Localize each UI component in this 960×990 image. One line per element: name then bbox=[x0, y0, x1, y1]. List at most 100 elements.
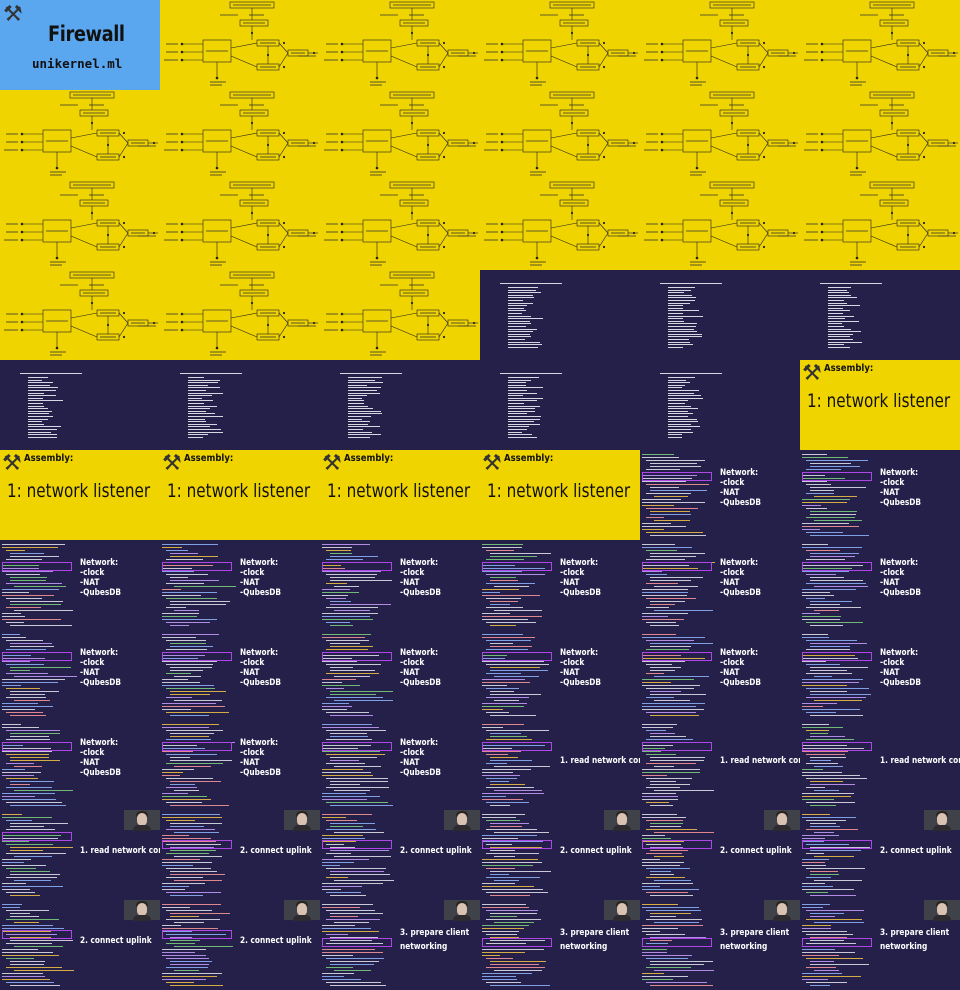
slide-caption: Network: bbox=[80, 648, 119, 658]
code-line bbox=[162, 685, 214, 686]
code-line bbox=[490, 646, 532, 647]
code-line bbox=[6, 754, 49, 755]
slide-caption: -NAT bbox=[240, 668, 260, 678]
code-line bbox=[494, 880, 519, 881]
code-line bbox=[802, 886, 833, 887]
code-line bbox=[322, 589, 350, 590]
code-line bbox=[166, 802, 202, 803]
code-line bbox=[810, 511, 857, 512]
terminal-output-line bbox=[508, 300, 523, 301]
code-line bbox=[326, 868, 386, 869]
code-highlight-box bbox=[2, 562, 72, 571]
code-line bbox=[650, 580, 691, 581]
code-line bbox=[330, 760, 359, 761]
code-line bbox=[486, 802, 529, 803]
code-line bbox=[802, 613, 820, 614]
code-line bbox=[486, 844, 512, 845]
code-line bbox=[642, 772, 700, 773]
code-line bbox=[650, 535, 706, 536]
code-line bbox=[650, 643, 713, 644]
diagram-slide bbox=[320, 180, 480, 270]
code-line bbox=[6, 688, 40, 689]
code-line bbox=[10, 646, 54, 647]
slide-caption: -NAT bbox=[80, 668, 100, 678]
code-slide: Network: -clock -NAT -QubesDB bbox=[160, 630, 320, 720]
slide-caption: -NAT bbox=[80, 758, 100, 768]
terminal-slide bbox=[800, 270, 960, 360]
terminal-output-line bbox=[28, 429, 57, 430]
code-line bbox=[326, 688, 344, 689]
code-line bbox=[806, 958, 863, 959]
code-highlight-box bbox=[322, 562, 392, 571]
code-line bbox=[10, 643, 52, 644]
terminal-slide bbox=[160, 360, 320, 450]
code-line bbox=[14, 856, 52, 857]
code-line bbox=[490, 916, 517, 917]
diagram-box bbox=[239, 19, 269, 27]
code-line bbox=[2, 955, 59, 956]
code-line bbox=[10, 913, 30, 914]
code-line bbox=[482, 685, 507, 686]
code-line bbox=[322, 706, 352, 707]
code-line bbox=[806, 607, 861, 608]
diagram-box bbox=[79, 199, 109, 207]
code-line bbox=[330, 691, 393, 692]
code-line bbox=[322, 655, 379, 656]
code-line bbox=[166, 673, 191, 674]
code-line bbox=[810, 961, 834, 962]
code-line bbox=[806, 787, 825, 788]
code-line bbox=[326, 967, 353, 968]
code-line bbox=[162, 862, 212, 863]
code-line bbox=[646, 517, 664, 518]
code-line bbox=[482, 637, 535, 638]
code-line bbox=[490, 736, 527, 737]
diagram-box bbox=[719, 19, 749, 27]
code-highlight-box bbox=[642, 742, 712, 751]
code-line bbox=[322, 682, 342, 683]
terminal-output-line bbox=[508, 297, 534, 299]
code-line bbox=[6, 919, 59, 920]
code-line bbox=[642, 655, 681, 656]
code-line bbox=[806, 754, 845, 755]
code-line bbox=[482, 841, 543, 842]
code-line bbox=[810, 535, 869, 536]
code-line bbox=[802, 841, 824, 842]
code-line bbox=[806, 640, 857, 641]
terminal-output-line bbox=[508, 328, 537, 330]
code-line bbox=[170, 760, 232, 761]
diagram-box bbox=[559, 19, 589, 27]
slide-caption: -QubesDB bbox=[880, 498, 922, 508]
code-line bbox=[326, 574, 377, 575]
terminal-output-line bbox=[668, 289, 691, 291]
code-line bbox=[2, 883, 26, 884]
code-highlight-box bbox=[642, 840, 712, 849]
terminal-output-line bbox=[508, 436, 537, 438]
code-line bbox=[330, 553, 352, 554]
terminal-slide bbox=[640, 270, 800, 360]
code-line bbox=[806, 739, 854, 740]
code-line bbox=[326, 802, 388, 803]
code-line bbox=[170, 733, 214, 734]
code-line bbox=[14, 946, 63, 947]
code-line bbox=[330, 805, 393, 806]
terminal-output-line bbox=[668, 413, 693, 415]
code-line bbox=[166, 559, 203, 560]
firewall-architecture-diagram bbox=[484, 91, 638, 176]
code-line bbox=[166, 583, 204, 584]
code-line bbox=[170, 781, 221, 782]
diagram-slide bbox=[640, 180, 800, 270]
code-line bbox=[326, 853, 351, 854]
code-line bbox=[650, 487, 679, 488]
terminal-output-line bbox=[508, 294, 533, 296]
code-line bbox=[642, 592, 688, 593]
code-line bbox=[802, 499, 850, 500]
code-line bbox=[162, 547, 182, 548]
code-line bbox=[802, 475, 825, 476]
code-line bbox=[322, 799, 367, 800]
code-line bbox=[810, 826, 840, 827]
code-line bbox=[2, 706, 53, 707]
terminal-output-line bbox=[508, 390, 527, 391]
code-line bbox=[654, 790, 714, 791]
code-line bbox=[2, 952, 53, 953]
code-line bbox=[322, 703, 349, 704]
